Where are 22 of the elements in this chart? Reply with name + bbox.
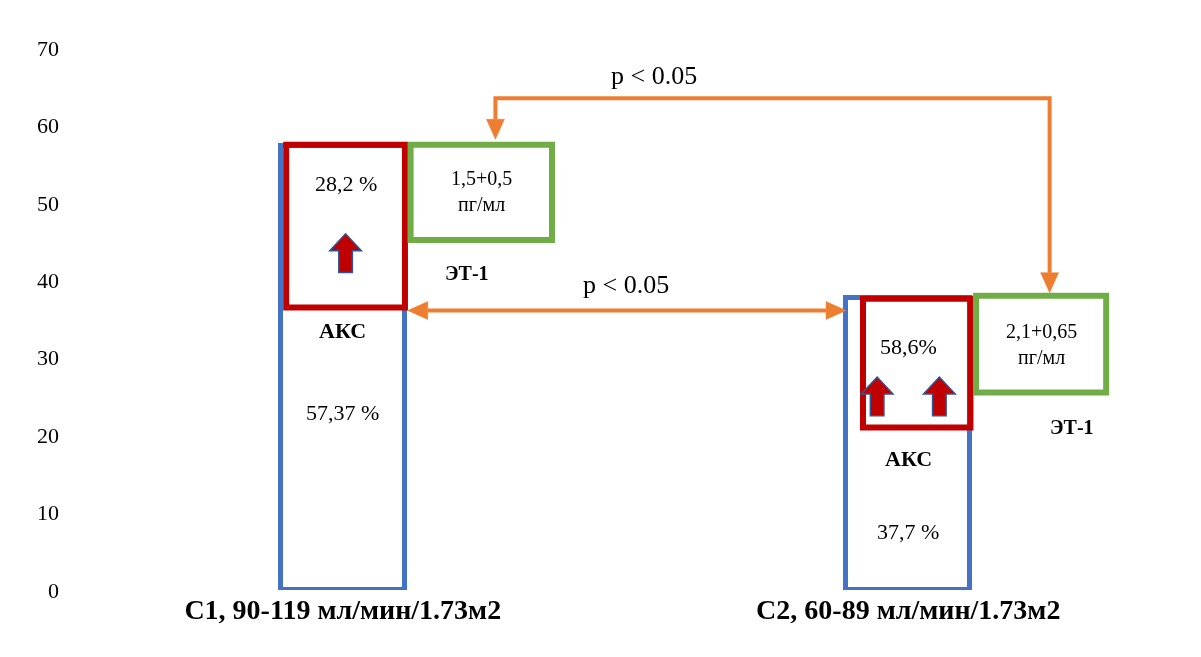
y-tick-label: 10	[37, 500, 59, 526]
x-tick-label: С1, 90-119 мл/мин/1.73м2	[184, 594, 502, 625]
annotation: 1,5+0,5 пг/мл	[451, 167, 513, 215]
annotation: 2,1+0,65 пг/мл	[1006, 320, 1078, 368]
x-tick-label: С2, 60-89 мл/мин/1.73м2	[756, 594, 1061, 625]
y-tick-label: 40	[37, 267, 59, 293]
y-tick-label: 20	[37, 422, 59, 448]
y-tick-label: 70	[37, 35, 59, 61]
data-label: 37,7 %	[877, 519, 940, 544]
annotation: 58,6%	[880, 334, 937, 359]
y-tick-label: 60	[37, 113, 59, 139]
y-tick-label: 50	[37, 190, 59, 216]
annotation: ЭТ-1	[445, 262, 489, 284]
annotation: ЭТ-1	[1050, 416, 1094, 438]
annotation: p < 0.05	[583, 270, 670, 299]
annotation: АКС	[885, 446, 933, 471]
annotation: АКС	[319, 318, 367, 343]
y-tick-label: 0	[48, 577, 59, 603]
annotation: p < 0.05	[611, 61, 698, 90]
y-tick-label: 30	[37, 345, 59, 371]
data-label: 57,37 %	[306, 400, 380, 425]
annotation: 28,2 %	[315, 171, 378, 196]
